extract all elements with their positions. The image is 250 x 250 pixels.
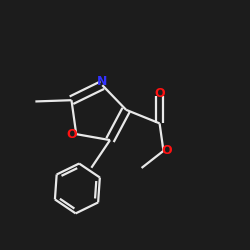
Text: N: N: [97, 75, 108, 88]
Text: O: O: [154, 87, 165, 100]
Text: O: O: [66, 128, 76, 141]
Text: O: O: [161, 144, 172, 157]
